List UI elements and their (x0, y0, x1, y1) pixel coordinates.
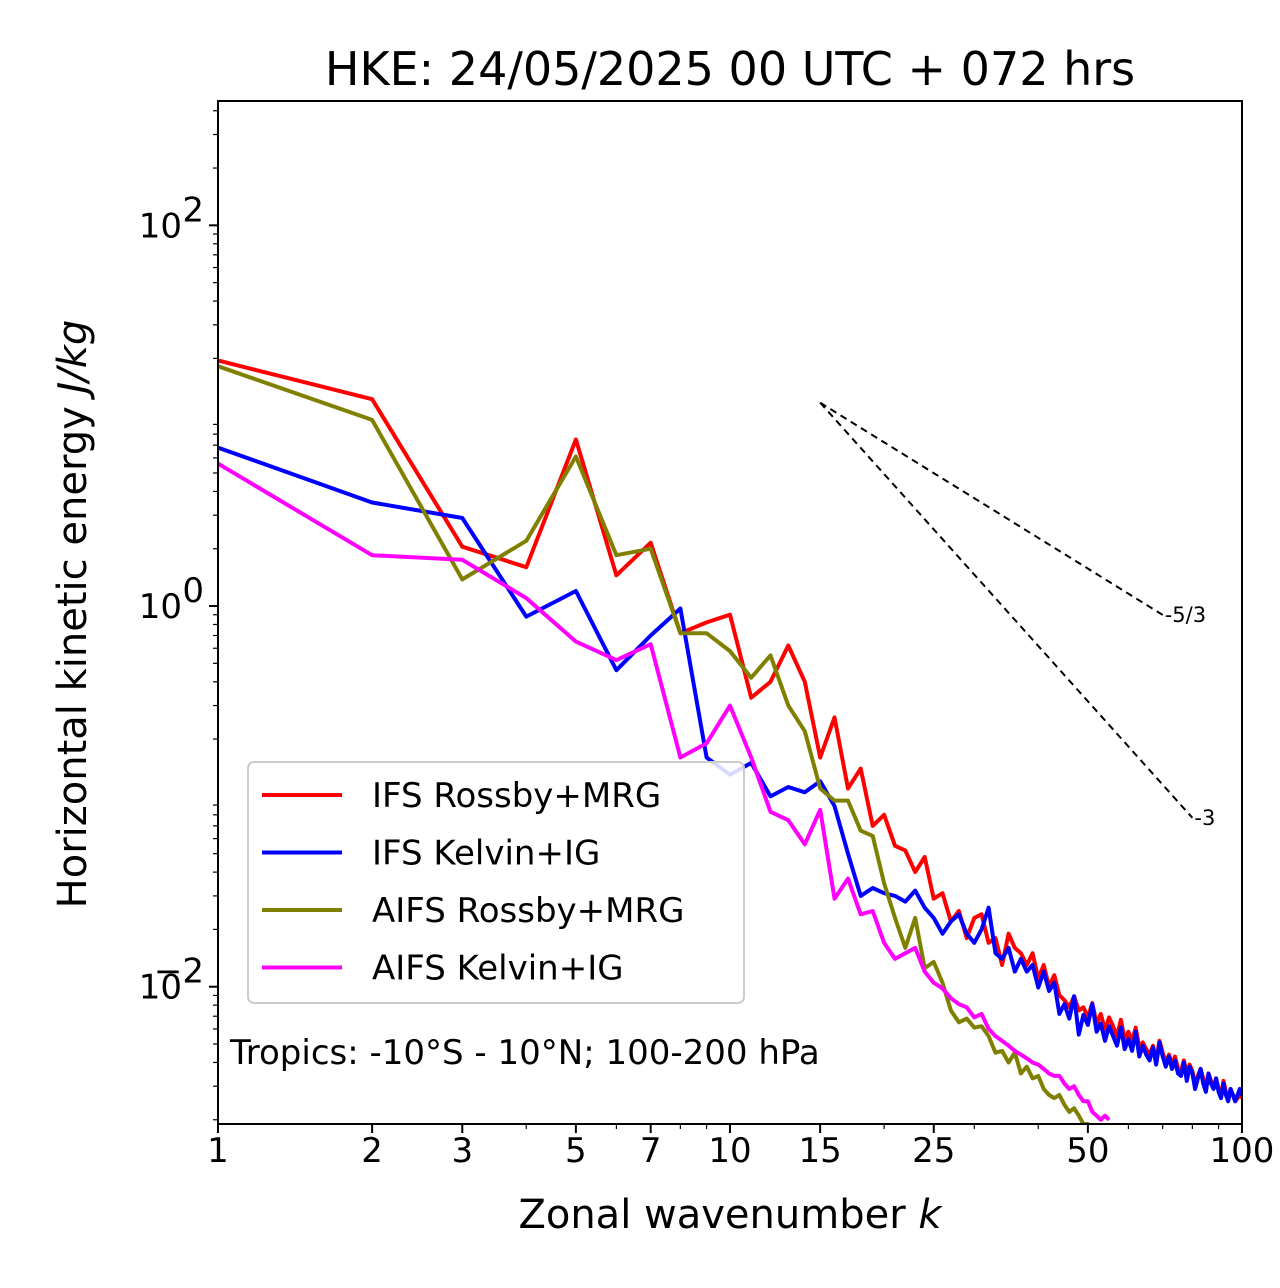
x-tick-label: 15 (799, 1131, 842, 1171)
legend-entry-label: AIFS Rossby+MRG (372, 891, 684, 931)
x-tick-label: 2 (361, 1131, 383, 1171)
y-tick-label: 10 (139, 206, 182, 246)
x-tick-label: 100 (1210, 1131, 1275, 1171)
x-tick-label: 50 (1066, 1131, 1109, 1171)
reference-slope-line (819, 402, 1194, 819)
x-axis-label-variable: k (918, 1192, 943, 1238)
plot-frame (217, 100, 1243, 1125)
x-tick-label: 3 (451, 1131, 473, 1171)
legend-entry-label: AIFS Kelvin+IG (372, 949, 624, 989)
reference-slope-label: -3 (1194, 806, 1215, 830)
y-tick-label: 10 (139, 968, 182, 1008)
x-tick-label: 7 (640, 1131, 662, 1171)
y-tick-exponent: 0 (182, 571, 204, 611)
chart-title: HKE: 24/05/2025 00 UTC + 072 hrs (325, 42, 1135, 96)
reference-slopes: -5/3 -3 (819, 401, 1215, 830)
y-axis-label: Horizontal kinetic energy J/kg (50, 320, 96, 909)
x-axis-label-text: Zonal wavenumber (518, 1192, 918, 1238)
x-tick-label: 10 (708, 1131, 751, 1171)
region-annotation: Tropics: -10°S - 10°N; 100-200 hPa (229, 1033, 820, 1073)
series-line-aifs-rossby-mrg (218, 364, 1101, 1124)
series-line-aifs-kelvin-ig (218, 461, 1111, 1122)
y-axis-label-text: Horizontal kinetic energy (50, 394, 96, 909)
y-tick-exponent: 2 (182, 190, 204, 230)
y-tick-label: 10 (139, 587, 182, 627)
plot-series (218, 358, 1242, 1124)
reference-slope-label: -5/3 (1165, 603, 1206, 627)
legend-entry-label: IFS Rossby+MRG (372, 776, 661, 816)
y-tick-exponent: −2 (154, 952, 204, 992)
legend-box (247, 761, 745, 1004)
legend-entry-label: IFS Kelvin+IG (372, 834, 600, 874)
x-axis-label: Zonal wavenumber k (518, 1192, 943, 1238)
legend: IFS Rossby+MRG IFS Kelvin+IG AIFS Rossby+M… (247, 761, 745, 1004)
y-axis-label-unit: J/kg (50, 320, 96, 401)
x-tick-label: 5 (565, 1131, 587, 1171)
series-line-ifs-kelvin-ig (218, 445, 1242, 1104)
x-tick-label: 25 (912, 1131, 955, 1171)
x-tick-label: 1 (207, 1131, 229, 1171)
